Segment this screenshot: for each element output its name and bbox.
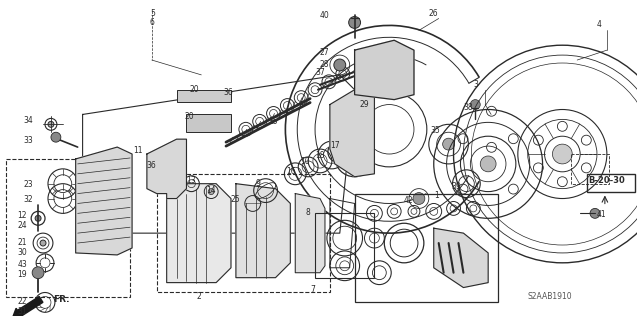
Circle shape: [413, 193, 425, 204]
Text: 41: 41: [597, 211, 607, 219]
Text: 1: 1: [434, 191, 438, 200]
Polygon shape: [434, 228, 488, 287]
Text: 14: 14: [206, 186, 216, 195]
Circle shape: [48, 121, 54, 127]
Polygon shape: [166, 184, 231, 283]
Circle shape: [32, 267, 44, 279]
Text: 24: 24: [17, 221, 27, 230]
Circle shape: [349, 17, 360, 28]
Circle shape: [35, 215, 41, 221]
Circle shape: [480, 156, 496, 172]
Text: 19: 19: [17, 270, 27, 279]
Circle shape: [51, 132, 61, 142]
Text: 35: 35: [431, 126, 440, 135]
Bar: [572, 154, 609, 184]
Text: 16: 16: [286, 167, 296, 176]
Text: 15: 15: [269, 117, 278, 126]
Circle shape: [443, 138, 454, 150]
Circle shape: [208, 189, 214, 195]
Polygon shape: [76, 147, 132, 255]
Polygon shape: [236, 184, 291, 278]
Text: 25: 25: [231, 195, 241, 204]
Text: 10: 10: [300, 157, 310, 166]
Text: 36: 36: [147, 161, 157, 170]
Text: 28: 28: [320, 60, 330, 69]
Text: 20: 20: [184, 113, 194, 122]
Polygon shape: [330, 90, 374, 177]
Text: 32: 32: [23, 195, 33, 204]
Text: 5: 5: [150, 9, 155, 18]
Circle shape: [590, 208, 600, 218]
Text: 34: 34: [23, 116, 33, 125]
Text: FR.: FR.: [53, 295, 69, 304]
Text: S2AAB1910: S2AAB1910: [528, 293, 572, 301]
Text: 30: 30: [17, 248, 27, 257]
Text: 8: 8: [305, 208, 310, 218]
Text: 3: 3: [474, 80, 478, 89]
Bar: [587, 174, 634, 192]
Circle shape: [470, 100, 480, 109]
Bar: [355, 194, 498, 302]
Text: 29: 29: [360, 100, 369, 108]
Text: B-20-30: B-20-30: [588, 176, 625, 185]
Text: 26: 26: [429, 9, 438, 18]
Text: 20: 20: [189, 85, 199, 94]
Bar: [6, 159, 130, 297]
Polygon shape: [295, 194, 325, 273]
Circle shape: [334, 59, 346, 71]
Text: 13: 13: [186, 176, 196, 185]
Text: 4: 4: [597, 20, 602, 29]
Text: 9: 9: [256, 179, 260, 188]
Text: 33: 33: [23, 136, 33, 145]
Text: 18: 18: [315, 151, 324, 160]
Text: 40: 40: [320, 11, 330, 19]
Text: 27: 27: [320, 48, 330, 57]
Text: 12: 12: [17, 211, 27, 220]
Text: 17: 17: [330, 141, 339, 150]
Text: 39: 39: [452, 182, 461, 191]
Circle shape: [552, 144, 572, 164]
Circle shape: [40, 240, 46, 246]
Text: 7: 7: [310, 285, 315, 293]
Text: 6: 6: [150, 19, 155, 27]
Bar: [177, 90, 231, 101]
Polygon shape: [355, 40, 414, 100]
Text: 22: 22: [17, 297, 27, 307]
Text: 37: 37: [315, 68, 325, 77]
Text: 11: 11: [133, 146, 143, 155]
FancyArrow shape: [13, 296, 43, 318]
Text: 23: 23: [23, 180, 33, 189]
Text: 43: 43: [17, 260, 27, 269]
Polygon shape: [147, 139, 186, 198]
Text: 21: 21: [17, 238, 27, 247]
Text: 42: 42: [404, 196, 413, 204]
Text: 38: 38: [463, 103, 473, 112]
Text: 36: 36: [223, 88, 233, 97]
Bar: [186, 115, 231, 132]
Bar: [157, 174, 330, 293]
Text: 31: 31: [17, 307, 27, 316]
Bar: [315, 213, 374, 278]
Text: 2: 2: [196, 293, 201, 301]
